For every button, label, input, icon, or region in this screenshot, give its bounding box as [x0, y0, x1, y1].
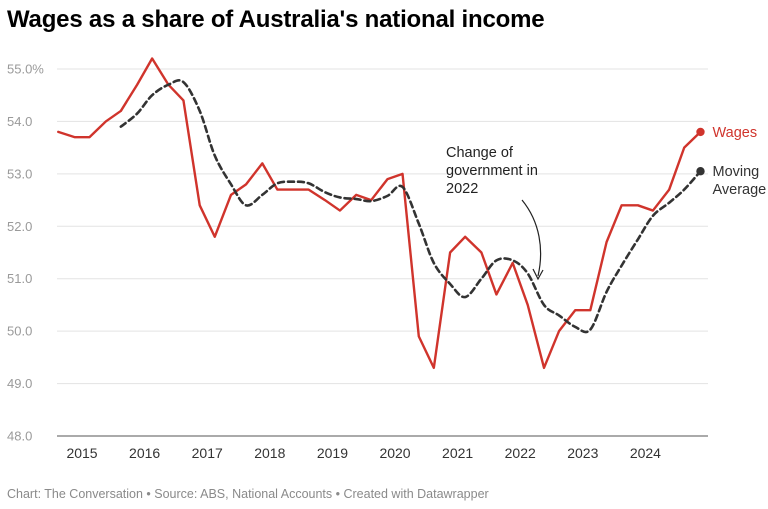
annotation-arrowhead: [532, 268, 544, 281]
annotation-arrow: [521, 199, 542, 277]
gridlines: [57, 68, 708, 437]
y-tick-label: 53.0: [7, 166, 32, 181]
y-tick-label: 50.0: [7, 324, 32, 339]
x-tick-label: 2022: [505, 445, 536, 461]
chart-title: Wages as a share of Australia's national…: [7, 6, 545, 33]
legend-label-moving-average: Moving: [712, 164, 759, 180]
y-tick-label: 49.0: [7, 376, 32, 391]
x-tick-label: 2021: [442, 445, 473, 461]
series-endpoint-moving-average: [696, 167, 705, 176]
y-tick-label: 55.0%: [7, 62, 44, 77]
annotation-line-3: 2022: [446, 181, 478, 197]
series-line-wages: [57, 57, 702, 370]
x-tick-label: 2019: [317, 445, 348, 461]
chart-footer: Chart: The Conversation • Source: ABS, N…: [7, 487, 489, 501]
x-tick-label: 2023: [567, 445, 598, 461]
y-tick-label: 48.0: [7, 429, 32, 444]
x-tick-label: 2017: [192, 445, 223, 461]
annotation-line-2: government in: [446, 163, 538, 179]
series-lines: [57, 57, 705, 370]
y-tick-label: 52.0: [7, 219, 32, 234]
series-endpoint-wages: [696, 127, 705, 137]
y-axis: 48.0 49.0 50.0 51.0 52.0 53.0 54.0 55.0%: [7, 62, 44, 444]
annotation: Change of government in 2022: [446, 145, 544, 281]
annotation-line-1: Change of: [446, 145, 514, 161]
x-tick-label: 2024: [630, 445, 661, 461]
x-tick-label: 2018: [254, 445, 285, 461]
x-tick-label: 2016: [129, 445, 160, 461]
legend: Wages Moving Average: [712, 125, 766, 198]
legend-label-moving-average: Average: [712, 182, 766, 198]
x-tick-label: 2015: [66, 445, 97, 461]
y-tick-label: 54.0: [7, 114, 32, 129]
x-axis: 2015 2016 2017 2018 2019 2020 2021 2022 2023 2024: [66, 445, 661, 461]
series-line-moving-average: [119, 79, 702, 334]
y-tick-label: 51.0: [7, 271, 32, 286]
x-tick-label: 2020: [379, 445, 410, 461]
legend-label-wages: Wages: [712, 125, 757, 141]
